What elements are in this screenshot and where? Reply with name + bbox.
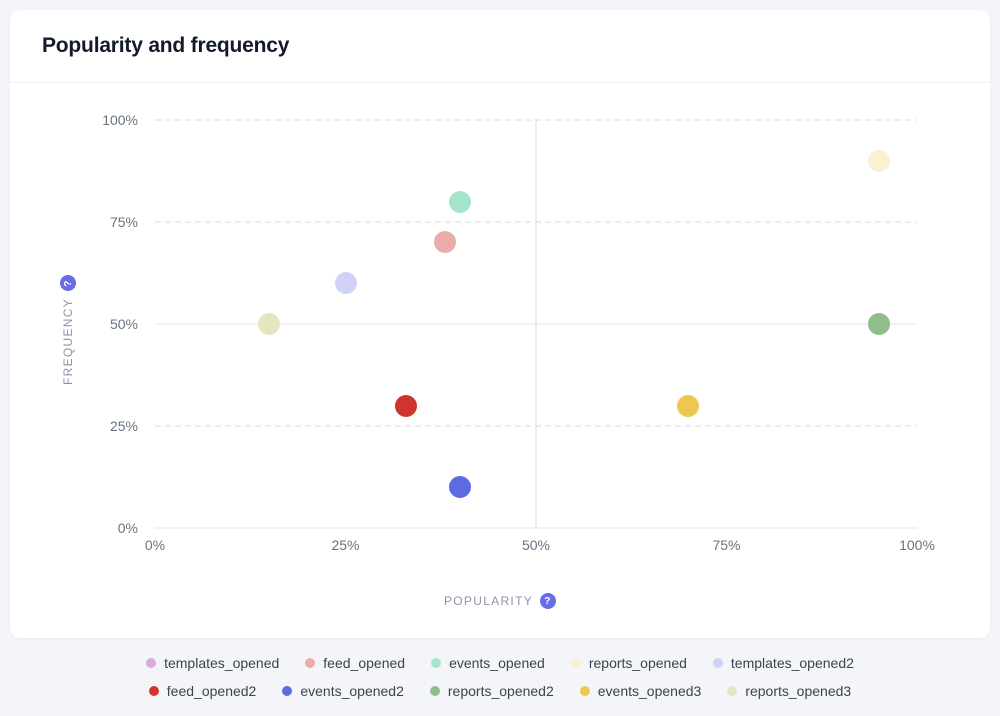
legend-dot — [579, 686, 590, 696]
y-tick-label-100: 100% — [102, 112, 138, 128]
legend-row-2: feed_opened2 events_opened2 reports_opened… — [148, 683, 851, 699]
legend-label: reports_opened2 — [447, 683, 554, 699]
legend-dot — [148, 686, 159, 696]
y-tick-label-0: 0% — [117, 520, 138, 536]
legend-dot — [146, 658, 157, 668]
data-point-reports_opened3[interactable] — [258, 313, 281, 335]
data-point-templates_opened2[interactable] — [334, 272, 357, 295]
x-tick-label-100: 100% — [899, 537, 935, 553]
chart-card: Popularity and frequency FREQUENCY ? 0% 2… — [10, 10, 990, 638]
data-point-reports_opened2[interactable] — [867, 313, 890, 335]
y-tick-label-25: 25% — [109, 418, 138, 434]
frequency-help-icon[interactable]: ? — [60, 274, 76, 291]
legend-dot — [570, 658, 581, 668]
legend-dot — [727, 686, 738, 696]
x-tick-label-75: 75% — [712, 537, 741, 553]
chart-area: FREQUENCY ? 0% 25% 50% 75% 100% 0% 25% 50% 75% 10… — [10, 83, 990, 638]
gridline-x-50 — [535, 120, 537, 528]
data-point-events_opened2[interactable] — [448, 476, 471, 499]
x-tick-label-50: 50% — [521, 537, 551, 553]
legend-item-reports_opened2[interactable]: reports_opened2 — [429, 683, 554, 699]
y-tick-label-50: 50% — [109, 316, 138, 332]
legend-row-1: templates_opened feed_opened events_opened… — [146, 655, 854, 671]
legend-dot — [712, 658, 723, 668]
legend-dot — [282, 686, 293, 696]
legend-item-feed_opened2[interactable]: feed_opened2 — [148, 683, 257, 699]
chart-legend: templates_opened feed_opened events_opened… — [0, 655, 1000, 699]
legend-label: reports_opened — [588, 655, 687, 671]
x-tick-label-0: 0% — [144, 537, 166, 553]
y-tick-label-75: 75% — [109, 214, 138, 230]
plot-area: 0% 25% 50% 75% 100% 0% 25% 50% 75% 100% — [102, 112, 935, 553]
legend-label: events_opened — [449, 655, 545, 671]
legend-item-templates_opened[interactable]: templates_opened — [146, 655, 279, 671]
chart-title: Popularity and frequency — [42, 34, 290, 57]
legend-label: events_opened3 — [597, 683, 702, 699]
x-axis-label-text: POPULARITY — [443, 594, 534, 608]
legend-item-reports_opened[interactable]: reports_opened — [570, 655, 687, 671]
legend-dot — [429, 686, 440, 696]
legend-item-templates_opened2[interactable]: templates_opened2 — [712, 655, 854, 671]
legend-label: feed_opened2 — [166, 683, 257, 699]
legend-item-feed_opened[interactable]: feed_opened — [305, 655, 405, 671]
data-point-reports_opened[interactable] — [867, 149, 890, 172]
legend-item-events_opened[interactable]: events_opened — [431, 655, 545, 671]
legend-dot — [305, 658, 316, 668]
legend-item-events_opened3[interactable]: events_opened3 — [579, 683, 702, 699]
gridline-y-0 — [155, 527, 917, 529]
card-header: Popularity and frequency — [10, 10, 990, 83]
legend-item-events_opened2[interactable]: events_opened2 — [282, 683, 404, 699]
data-point-events_opened[interactable] — [448, 190, 471, 213]
x-axis-label: POPULARITY ? — [10, 591, 990, 611]
legend-label: reports_opened3 — [745, 683, 852, 699]
legend-label: feed_opened — [323, 655, 406, 671]
y-axis-label: FREQUENCY ? — [60, 274, 76, 386]
y-axis-label-text: FREQUENCY — [61, 297, 75, 386]
legend-label: templates_opened — [164, 655, 280, 671]
x-tick-label-25: 25% — [331, 537, 360, 553]
legend-item-reports_opened3[interactable]: reports_opened3 — [727, 683, 851, 699]
legend-label: events_opened2 — [300, 683, 404, 699]
data-point-events_opened3[interactable] — [677, 394, 700, 417]
legend-dot — [431, 658, 442, 668]
data-point-feed_opened2[interactable] — [395, 394, 418, 417]
legend-label: templates_opened2 — [730, 655, 854, 671]
data-point-feed_opened[interactable] — [433, 231, 456, 254]
popularity-help-icon[interactable]: ? — [540, 593, 557, 609]
